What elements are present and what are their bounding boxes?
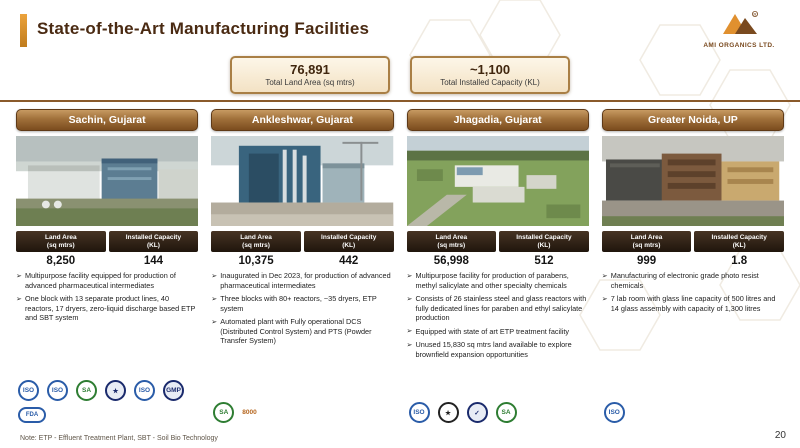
sa8000-badge: SA xyxy=(76,380,97,401)
facility-column-jhagadia: Jhagadia, Gujarat Land Area (sq mtrs) Ins… xyxy=(406,109,589,424)
facility-bullets: ➢ Manufacturing of electronic grade phot… xyxy=(602,271,784,317)
arrow-bullet-icon: ➢ xyxy=(406,328,413,336)
company-logo: R AMI ORGANICS LTD. xyxy=(696,10,782,49)
capacity-header: Installed Capacity (KL) xyxy=(108,231,199,253)
iso-badge: ISO xyxy=(18,380,39,401)
facility-table-values: 999 1.8 xyxy=(602,252,784,269)
header-divider xyxy=(0,100,800,102)
facility-column-greater-noida: Greater Noida, UP Land Area (sq mtrs) xyxy=(601,109,784,424)
certification-badges: ISO ★ ✓ SA xyxy=(407,400,589,424)
arrow-bullet-icon: ➢ xyxy=(601,295,608,303)
arrow-bullet-icon: ➢ xyxy=(211,318,218,326)
title-accent-bar xyxy=(20,14,27,47)
facility-columns: Sachin, Gujarat Land Area (sq mtrs) xyxy=(16,109,784,424)
land-area-value: 10,375 xyxy=(238,255,274,268)
certification-badges: ISO xyxy=(602,400,784,424)
bullet-item: ➢ Inaugurated in Dec 2023, for productio… xyxy=(211,271,391,290)
land-area-header: Land Area (sq mtrs) xyxy=(406,231,497,253)
bullet-item: ➢ Consists of 26 stainless steel and gla… xyxy=(406,294,587,323)
stat-label: Total Installed Capacity (KL) xyxy=(440,78,540,87)
facility-table-header: Land Area (sq mtrs) Installed Capacity (KL… xyxy=(601,231,784,253)
facility-photo xyxy=(406,136,589,226)
iso-badge: ISO xyxy=(408,402,430,423)
iso-badge: ISO xyxy=(47,380,68,401)
arrow-bullet-icon: ➢ xyxy=(211,295,218,303)
stat-value: 76,891 xyxy=(290,62,330,77)
bullet-item: ➢ Three blocks with 80+ reactors, ~35 dr… xyxy=(211,294,377,313)
header: State-of-the-Art Manufacturing Facilitie… xyxy=(20,10,786,56)
facility-photo xyxy=(601,136,784,226)
certification-badges: SA 8000 xyxy=(211,400,393,424)
fda-badge: FDA xyxy=(18,407,46,423)
capacity-header: Installed Capacity (KL) xyxy=(694,231,784,253)
arrow-bullet-icon: ➢ xyxy=(211,272,218,280)
capacity-value: 442 xyxy=(339,255,359,268)
capacity-header: Installed Capacity (KL) xyxy=(499,231,589,253)
star-badge: ★ xyxy=(437,402,459,423)
land-area-header: Land Area (sq mtrs) xyxy=(211,231,301,253)
land-area-value: 8,250 xyxy=(46,255,76,268)
arrow-bullet-icon: ➢ xyxy=(406,341,413,349)
facility-photo xyxy=(211,136,394,226)
land-area-header: Land Area (sq mtrs) xyxy=(16,231,106,253)
arrow-bullet-icon: ➢ xyxy=(16,295,22,303)
facility-table-header: Land Area (sq mtrs) Installed Capacity (KL… xyxy=(211,231,394,253)
iso-badge: ISO xyxy=(134,380,155,401)
facility-name: Jhagadia, Gujarat xyxy=(406,109,589,131)
stat-value: ~1,100 xyxy=(469,62,511,77)
arrow-bullet-icon: ➢ xyxy=(16,272,22,280)
facility-bullets: ➢ Multipurpose facility for production o… xyxy=(407,271,589,363)
facility-bullets: ➢ Multipurpose facility equipped for pro… xyxy=(16,271,198,326)
page-number: 20 xyxy=(774,430,786,441)
sa8000-badge: SA xyxy=(213,402,235,423)
bullet-item: ➢ Multipurpose facility for production o… xyxy=(406,271,569,290)
bullet-item: ➢ 7 lab room with glass line capacity of… xyxy=(601,294,776,313)
facility-name: Greater Noida, UP xyxy=(601,109,784,131)
facility-name: Sachin, Gujarat xyxy=(16,109,199,131)
bullet-item: ➢ Multipurpose facility equipped for pro… xyxy=(16,271,176,290)
facility-table-values: 56,998 512 xyxy=(407,252,589,269)
facility-photo xyxy=(16,136,199,226)
mountain-logo-icon: R xyxy=(723,11,759,34)
facility-table-header: Land Area (sq mtrs) Installed Capacity (KL… xyxy=(16,231,199,253)
check-badge: ✓ xyxy=(466,402,488,423)
facility-bullets: ➢ Inaugurated in Dec 2023, for productio… xyxy=(211,271,393,349)
facility-column-sachin: Sachin, Gujarat Land Area (sq mtrs) xyxy=(16,109,199,424)
arrow-bullet-icon: ➢ xyxy=(601,272,608,280)
facility-name: Ankleshwar, Gujarat xyxy=(211,109,394,131)
company-name: AMI ORGANICS LTD. xyxy=(703,42,775,49)
sa8000-label: 8000 xyxy=(242,409,257,416)
land-area-value: 56,998 xyxy=(433,255,469,268)
land-area-value: 999 xyxy=(636,255,657,268)
sa8000-badge: SA xyxy=(495,402,517,423)
bullet-item: ➢ One block with 13 separate product lin… xyxy=(16,294,196,323)
page-title: State-of-the-Art Manufacturing Facilitie… xyxy=(37,19,370,38)
iso-badge: ISO xyxy=(603,402,625,423)
stat-total-installed-capacity: ~1,100 Total Installed Capacity (KL) xyxy=(410,56,570,94)
capacity-header: Installed Capacity (KL) xyxy=(303,231,394,253)
star-badge: ★ xyxy=(105,380,126,401)
bullet-item: ➢ Unused 15,830 sq mtrs land available t… xyxy=(406,340,572,359)
stat-total-land-area: 76,891 Total Land Area (sq mtrs) xyxy=(230,56,390,94)
arrow-bullet-icon: ➢ xyxy=(406,272,413,280)
arrow-bullet-icon: ➢ xyxy=(406,295,413,303)
capacity-value: 512 xyxy=(534,255,554,268)
facility-table-values: 8,250 144 xyxy=(16,252,198,269)
bullet-item: ➢ Automated plant with Fully operational… xyxy=(211,317,372,346)
facility-table-header: Land Area (sq mtrs) Installed Capacity (KL… xyxy=(406,231,589,253)
facility-column-ankleshwar: Ankleshwar, Gujarat Land Area (sq mtrs) xyxy=(211,109,394,424)
summary-stats: 76,891 Total Land Area (sq mtrs) ~1,100 … xyxy=(0,56,800,94)
bullet-item: ➢ Manufacturing of electronic grade phot… xyxy=(601,271,759,290)
capacity-value: 144 xyxy=(143,255,164,268)
stat-label: Total Land Area (sq mtrs) xyxy=(265,78,355,87)
facility-table-values: 10,375 442 xyxy=(211,252,393,269)
land-area-header: Land Area (sq mtrs) xyxy=(601,231,692,253)
svg-text:R: R xyxy=(753,12,757,17)
certification-badges: ISO ISO SA ★ ISO GMP FDA xyxy=(16,378,198,424)
bullet-item: ➢ Equipped with state of art ETP treatme… xyxy=(406,326,570,336)
capacity-value: 1.8 xyxy=(731,255,748,268)
gmp-badge: GMP xyxy=(163,380,184,401)
footnote: Note: ETP - Effluent Treatment Plant, SB… xyxy=(20,435,218,442)
